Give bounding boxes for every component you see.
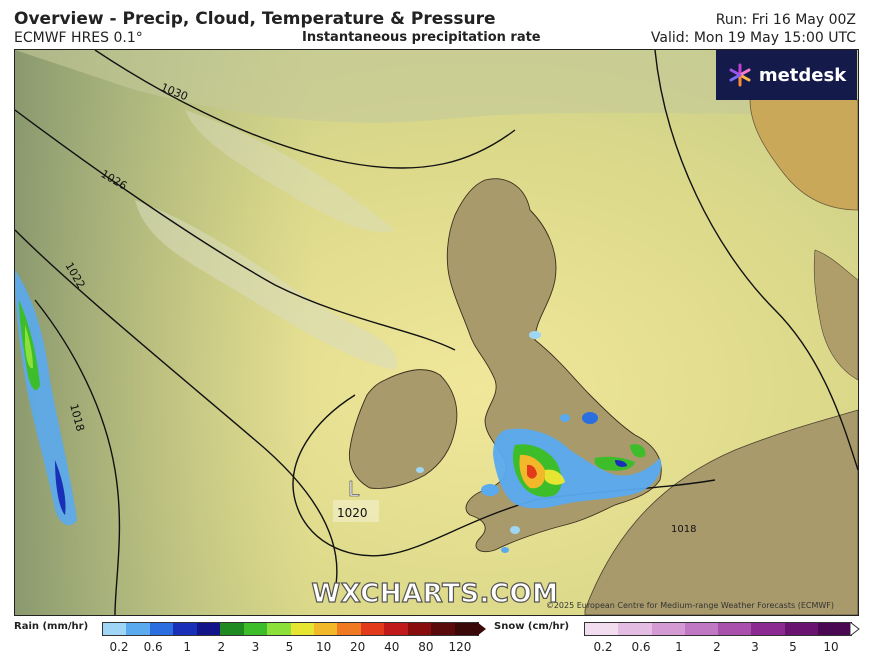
snow-color-swatch [651, 623, 685, 635]
rain-color-swatch [313, 623, 338, 635]
isobar-1018-west [34, 299, 121, 615]
isobar-label-1018-east: 1018 [671, 524, 696, 535]
rain-tick-label: 0.2 [109, 640, 129, 654]
layer-label: Instantaneous precipitation rate [302, 30, 541, 45]
ecmwf-copyright: ©2025 European Centre for Medium-range W… [545, 601, 834, 610]
rain-color-swatch [454, 623, 478, 635]
snow-tick-label: 0.2 [593, 640, 613, 654]
chart-title: Overview - Precip, Cloud, Temperature & … [14, 9, 496, 29]
rain-tick-label: 120 [448, 640, 472, 654]
rain-west-band [15, 270, 77, 526]
cloud-north [15, 50, 858, 123]
rain-tick-label: 10 [315, 640, 332, 654]
landmass-continent [584, 409, 858, 615]
map-canvas: 1030 1026 1022 1018 L 1020 1018 [15, 50, 858, 615]
rain-color-swatch [267, 623, 291, 635]
cloud-band [135, 200, 397, 370]
low-pressure-value: 1020 [337, 506, 368, 520]
snow-color-swatch [684, 623, 718, 635]
metdesk-logo: metdesk [716, 50, 857, 100]
rain-color-swatch [360, 623, 385, 635]
rain-tick-label: 5 [285, 640, 294, 654]
wxcharts-watermark: WXCHARTS.COM [311, 578, 559, 609]
rain-color-swatch [337, 623, 361, 635]
rain-color-swatch [407, 623, 432, 635]
snow-color-swatch [784, 623, 818, 635]
snow-tick-label: 2 [713, 640, 721, 654]
snow-color-swatch [817, 623, 851, 635]
snow-legend-title: Snow (cm/hr) [494, 621, 570, 632]
snow-tick-label: 5 [789, 640, 797, 654]
isobar-1022 [15, 229, 338, 591]
rain-wales-midlands [493, 428, 662, 509]
rain-tick-label: 2 [217, 640, 226, 654]
landmass-ireland [348, 369, 458, 489]
snow-color-swatch [585, 623, 619, 635]
metdesk-logo-icon [729, 63, 751, 87]
legend: Rain (mm/hr) 0.2 0.6 1 2 3 5 10 20 40 80 120 Snow … [0, 616, 870, 667]
metdesk-logo-text: metdesk [758, 64, 847, 86]
low-symbol: L [348, 477, 360, 501]
landmass-denmark [813, 249, 858, 381]
rain-color-swatch [384, 623, 408, 635]
isobar-1026 [15, 109, 456, 351]
rain-color-swatch [103, 623, 127, 635]
rain-tick-label: 0.6 [143, 640, 163, 654]
run-time: Run: Fri 16 May 00Z [715, 12, 856, 28]
low-pressure-marker: L 1020 [333, 477, 379, 522]
rain-color-swatch [243, 623, 268, 635]
snow-tick-label: 1 [675, 640, 683, 654]
snow-color-swatch [618, 623, 652, 635]
rain-tick-label: 1 [183, 640, 192, 654]
snow-tick-label: 10 [823, 640, 839, 654]
snow-tick-label: 3 [751, 640, 759, 654]
valid-time: Valid: Mon 19 May 15:00 UTC [650, 30, 856, 46]
rain-color-bar [102, 622, 479, 636]
snow-bar-arrow [850, 622, 860, 636]
rain-color-swatch [431, 623, 455, 635]
isobar-1018-east [654, 50, 858, 471]
weather-map[interactable]: 1030 1026 1022 1018 L 1020 1018 [14, 49, 859, 616]
chart-header: Overview - Precip, Cloud, Temperature & … [0, 0, 870, 48]
rain-bar-arrow [477, 622, 486, 636]
rain-tick-label: 80 [418, 640, 434, 654]
cloud-west [15, 50, 315, 615]
rain-legend-title: Rain (mm/hr) [14, 621, 89, 632]
rain-tick-label: 3 [251, 640, 260, 654]
snow-tick-label: 0.6 [631, 640, 651, 654]
rain-showers [416, 331, 598, 553]
rain-color-swatch [126, 623, 150, 635]
rain-color-swatch [220, 623, 244, 635]
rain-color-swatch [290, 623, 314, 635]
rain-tick-label: 40 [384, 640, 400, 654]
cloud-band-north [185, 110, 395, 232]
rain-color-swatch [196, 623, 221, 635]
rain-color-swatch [173, 623, 197, 635]
rain-color-swatch [149, 623, 174, 635]
model-label: ECMWF HRES 0.1° [14, 30, 143, 46]
rain-tick-label: 20 [350, 640, 366, 654]
snow-color-swatch [718, 623, 752, 635]
snow-color-bar [584, 622, 852, 636]
isobar-1030 [94, 50, 516, 169]
snow-color-swatch [751, 623, 785, 635]
